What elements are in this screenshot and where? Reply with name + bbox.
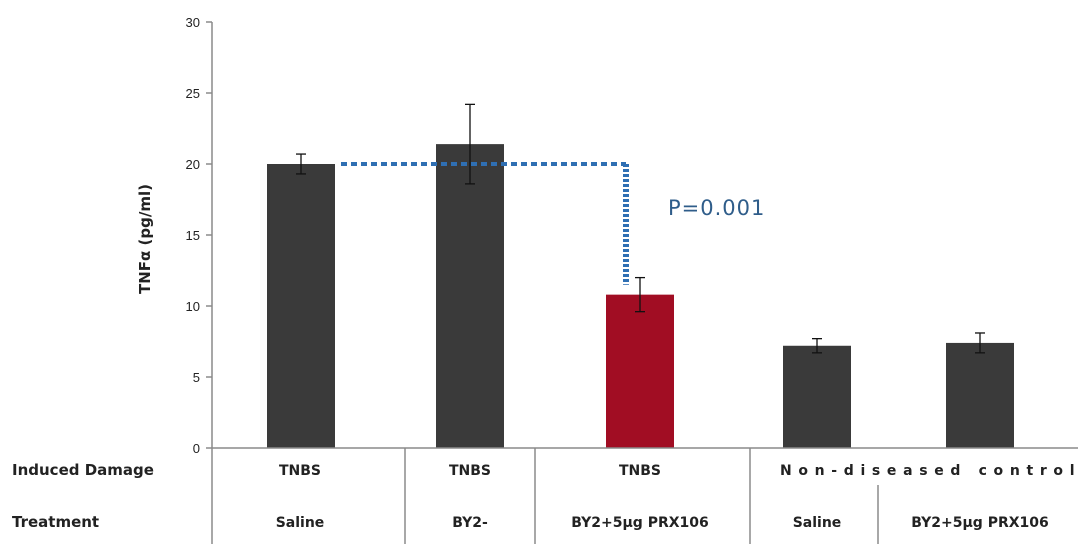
y-axis-label: TNFα (pg/ml) (136, 184, 154, 294)
y-tick-label: 20 (186, 157, 200, 172)
bar (436, 144, 504, 448)
y-tick-label: 25 (186, 86, 200, 101)
y-tick-label: 10 (186, 299, 200, 314)
condition-table: Induced Damage Treatment TNBS TNBS TNBS Non-d… (12, 447, 1078, 544)
table-cell: TNBS (619, 463, 661, 479)
table-row-label: Induced Damage (12, 461, 154, 479)
table-cell: BY2- (452, 515, 488, 531)
y-tick-label: 30 (186, 15, 200, 30)
p-value-label: P=0.001 (668, 196, 765, 220)
bar (783, 345, 851, 448)
bars (267, 103, 1014, 448)
table-cell: Saline (793, 515, 842, 531)
table-cell: BY2+5μg PRX106 (571, 515, 709, 531)
bar (606, 294, 674, 448)
bar (267, 164, 335, 448)
table-row-label: Treatment (12, 513, 99, 531)
table-cell: TNBS (449, 463, 491, 479)
table-cell: TNBS (279, 463, 321, 479)
table-cell: Non-diseased control (780, 463, 1076, 479)
y-tick-label: 15 (186, 228, 200, 243)
table-cell: Saline (276, 515, 325, 531)
y-tick-label: 0 (193, 441, 200, 456)
significance-annotation: P=0.001 (341, 162, 765, 285)
y-tick-label: 5 (193, 370, 200, 385)
table-cell: BY2+5μg PRX106 (911, 515, 1049, 531)
y-axis: 0 5 10 15 20 25 30 (186, 15, 213, 456)
bar (946, 342, 1014, 448)
